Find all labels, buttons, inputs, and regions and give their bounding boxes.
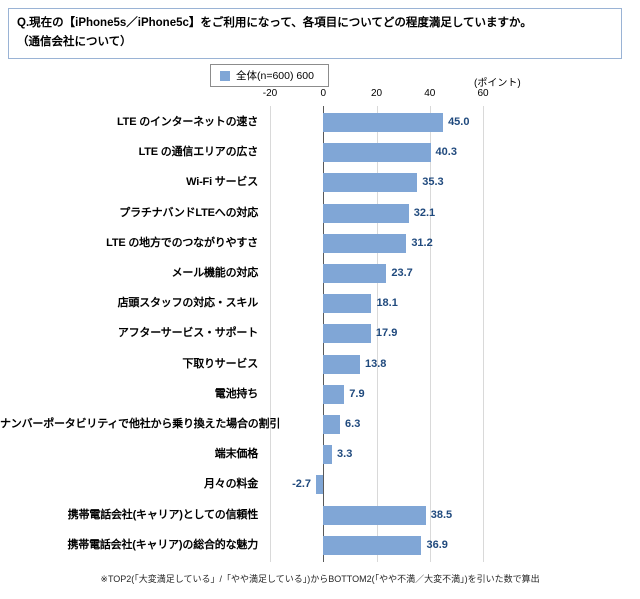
category-label: 電池持ち — [214, 387, 258, 400]
axis-unit-label: (ポイント) — [474, 78, 521, 89]
value-label: 36.9 — [426, 538, 448, 551]
bar — [323, 535, 422, 555]
category-label: プラチナバンドLTEへの対応 — [119, 206, 258, 219]
bar — [323, 415, 341, 434]
category-label: 下取りサービス — [182, 357, 258, 370]
category-label: 端末価格 — [214, 448, 258, 461]
category-label: メール機能の対応 — [171, 267, 259, 279]
value-label: 38.5 — [430, 508, 453, 521]
tick-label: -20 — [262, 88, 278, 99]
value-label: 32.1 — [413, 206, 436, 219]
category-label: 携帯電話会社(キャリア)の総合的な魅力 — [67, 538, 258, 551]
gridline — [270, 106, 271, 562]
value-label: 23.7 — [391, 267, 413, 279]
gridline — [483, 106, 484, 562]
bar — [323, 264, 387, 283]
category-label: LTE の通信エリアの広さ — [138, 146, 259, 159]
gridline — [429, 106, 431, 562]
category-label: ナンバーポータビリティで他社から乗り換えた場合の割引 — [0, 418, 281, 430]
bar — [323, 233, 407, 253]
bar — [323, 445, 333, 465]
value-label: 6.3 — [345, 418, 361, 430]
question-title: Q.現在の【iPhone5s／iPhone5c】をご利用になって、各項目について… — [8, 8, 622, 59]
value-label: 13.8 — [364, 357, 387, 370]
footnote: ※TOP2(「大変満足している」/「やや満足している」)からBOTTOM2(「や… — [100, 574, 540, 584]
tick-label: 20 — [370, 88, 383, 99]
bar — [323, 384, 345, 404]
category-label: アフターサービス・サポート — [117, 327, 258, 340]
value-label: -2.7 — [292, 478, 312, 491]
value-label: 31.2 — [411, 236, 433, 249]
bar — [323, 505, 426, 525]
category-label: 月々の料金 — [204, 478, 258, 491]
value-label: 17.9 — [375, 327, 398, 340]
question-title-line2: （通信会社について） — [17, 35, 132, 48]
value-label: 35.3 — [422, 176, 444, 189]
legend: 全体(n=600) 600 — [210, 64, 329, 87]
bar — [323, 294, 372, 314]
value-label: 7.9 — [349, 387, 365, 400]
legend-swatch-icon — [220, 70, 230, 81]
category-label: LTE の地方でのつながりやすさ — [106, 236, 258, 249]
legend-label: 全体(n=600) 600 — [236, 70, 314, 82]
category-label: 携帯電話会社(キャリア)としての信頼性 — [67, 508, 258, 521]
tick-label: 0 — [320, 88, 327, 99]
category-label: LTE のインターネットの速さ — [116, 116, 258, 128]
tick-label: 40 — [424, 88, 436, 99]
bar — [323, 354, 360, 374]
value-label: 40.3 — [435, 146, 457, 159]
bar — [323, 113, 444, 132]
bar — [323, 173, 418, 193]
bar — [323, 203, 409, 223]
bar — [323, 143, 431, 163]
category-label: 店頭スタッフの対応・スキル — [117, 297, 259, 310]
value-label: 3.3 — [337, 448, 353, 461]
value-label: 45.0 — [448, 116, 470, 128]
bar — [316, 475, 324, 495]
bar — [323, 324, 371, 344]
tick-label: 60 — [477, 88, 489, 99]
question-title-line1: Q.現在の【iPhone5s／iPhone5c】をご利用になって、各項目について… — [17, 17, 532, 29]
gridline — [376, 106, 378, 562]
value-label: 18.1 — [376, 297, 398, 310]
category-label: Wi-Fi サービス — [186, 176, 258, 189]
